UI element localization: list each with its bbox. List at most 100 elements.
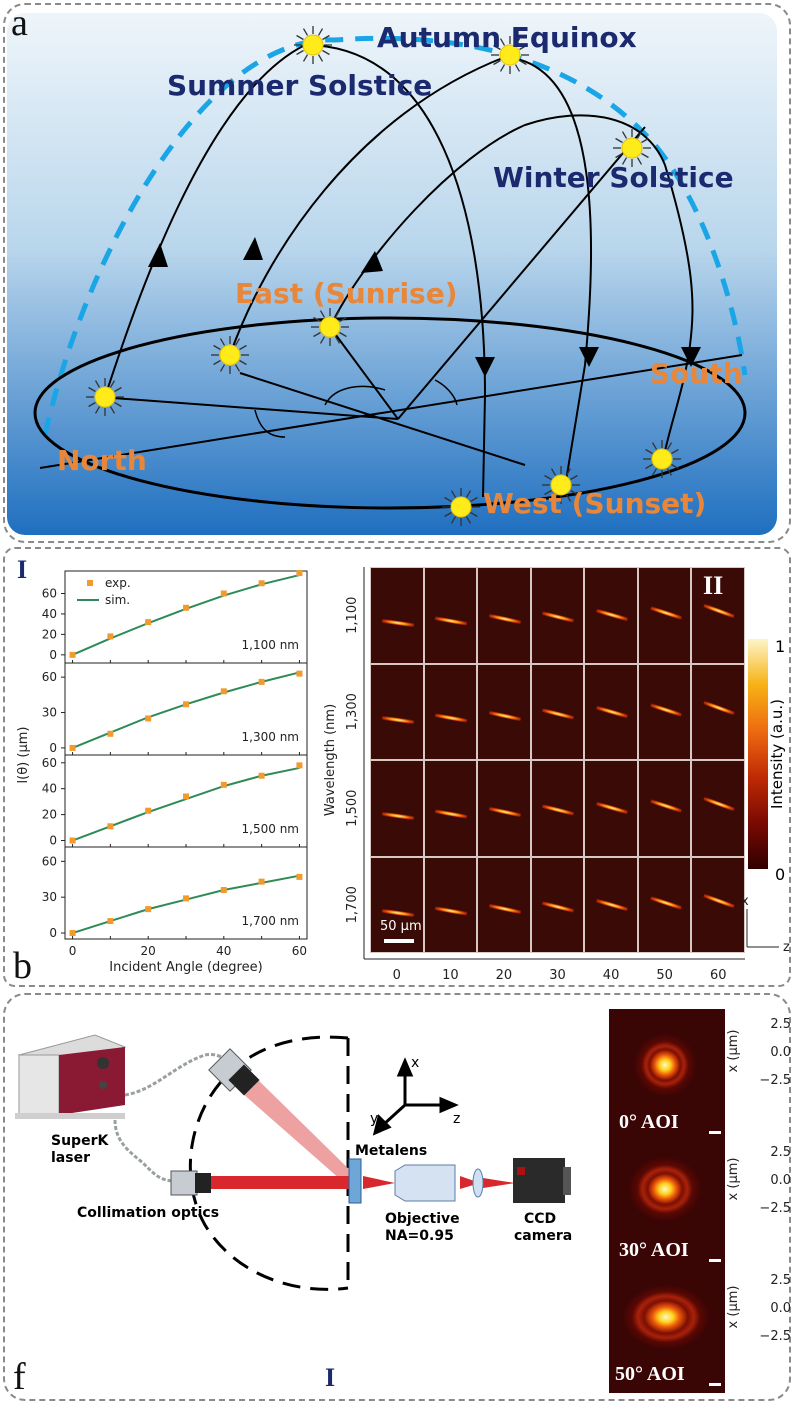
scale-bar-0 bbox=[709, 1131, 721, 1134]
exp-data-point bbox=[145, 807, 152, 814]
scale-bar bbox=[384, 939, 414, 943]
superk-label-line2: laser bbox=[51, 1150, 90, 1166]
focal-streak bbox=[596, 705, 629, 718]
spot-y-tick-label: 0.0 bbox=[770, 1173, 791, 1188]
normal-beam bbox=[205, 1176, 350, 1189]
y-axis-label: l(θ) (μm) bbox=[16, 727, 31, 784]
y-tick-label: 0 bbox=[49, 926, 57, 940]
focal-streak bbox=[703, 603, 735, 619]
sun-icon bbox=[294, 26, 332, 64]
label-north: North bbox=[57, 444, 147, 477]
sun-icon bbox=[86, 378, 124, 416]
focal-streak bbox=[381, 908, 414, 917]
panel-f-part-i: I bbox=[325, 1363, 336, 1392]
intensity-cell bbox=[637, 567, 692, 664]
intensity-cell bbox=[530, 856, 585, 953]
focal-streak bbox=[435, 712, 468, 723]
axis-y-label: y bbox=[370, 1111, 378, 1127]
sun-icon bbox=[542, 466, 580, 504]
focal-streak bbox=[596, 801, 629, 815]
focal-spot-label-50: 50° AOI bbox=[615, 1363, 685, 1385]
ccd-label-line2: camera bbox=[514, 1228, 572, 1244]
spot-y-tick-label: −2.5 bbox=[759, 1329, 791, 1344]
superk-label-line1: SuperK bbox=[51, 1133, 109, 1149]
focal-streak bbox=[596, 898, 629, 911]
superk-laser-icon bbox=[15, 1034, 127, 1119]
spot-y-tick-label: 0.0 bbox=[770, 1301, 791, 1316]
relay-lens-icon bbox=[472, 1168, 484, 1198]
spot-y-axis-label: x (μm) bbox=[726, 1158, 741, 1201]
ccd-camera-icon bbox=[513, 1158, 571, 1203]
intensity-cell bbox=[370, 856, 424, 953]
coordinate-axes bbox=[372, 1057, 459, 1136]
spot-y-axis-label: x (μm) bbox=[726, 1286, 741, 1329]
intensity-cell bbox=[530, 567, 585, 664]
intensity-cell bbox=[691, 760, 745, 857]
heatmap-y-label: Wavelength (nm) bbox=[323, 704, 338, 816]
spot-y-tick-label: 0.0 bbox=[770, 1045, 791, 1060]
spot-y-tick-label: 2.5 bbox=[770, 1017, 791, 1032]
intensity-cell bbox=[530, 663, 585, 760]
exp-data-point bbox=[183, 604, 189, 611]
heatmap-col-label: 0 bbox=[393, 968, 401, 983]
exp-data-point bbox=[258, 678, 265, 685]
focal-streak bbox=[703, 796, 735, 812]
path-arrowheads bbox=[148, 237, 701, 377]
y-tick-label: 20 bbox=[42, 627, 57, 641]
x-tick-label: 20 bbox=[141, 944, 156, 958]
exp-data-point bbox=[296, 873, 303, 880]
focal-streak bbox=[596, 608, 629, 622]
collimation-label: Collimation optics bbox=[77, 1205, 219, 1221]
label-west-sunset: West (Sunset) bbox=[483, 487, 706, 520]
y-tick-label: 60 bbox=[42, 670, 57, 684]
focal-streak bbox=[435, 905, 468, 916]
wavelength-label: 1,100 nm bbox=[242, 638, 299, 652]
sun-icon bbox=[211, 336, 249, 374]
focal-spot-label-0: 0° AOI bbox=[619, 1111, 679, 1133]
y-tick-label: 40 bbox=[42, 607, 57, 621]
y-tick-label: 0 bbox=[49, 834, 57, 848]
focal-streak bbox=[649, 606, 682, 620]
legend-sim-label: sim. bbox=[105, 593, 130, 607]
heatmap-col-label: 40 bbox=[603, 968, 620, 983]
panel-b-letter: b bbox=[13, 945, 32, 987]
intensity-map-grid: 50 μm bbox=[370, 567, 745, 953]
intensity-cell bbox=[584, 567, 638, 664]
y-tick-label: 30 bbox=[42, 890, 57, 904]
x-tick-label: 0 bbox=[69, 944, 77, 958]
x-axis-label: Incident Angle (degree) bbox=[109, 960, 262, 975]
focal-streak bbox=[542, 611, 575, 623]
fiber-cable-top bbox=[124, 1053, 229, 1097]
heatmap-row-label: 1,700 bbox=[345, 886, 360, 923]
intensity-cell bbox=[637, 856, 692, 953]
exp-data-point bbox=[183, 895, 189, 902]
heatmap-row-label: 1,300 bbox=[345, 693, 360, 730]
scale-bar-label: 50 μm bbox=[380, 919, 422, 934]
axes-icon-z-label: z bbox=[783, 940, 790, 955]
y-tick-label: 20 bbox=[42, 808, 57, 822]
focal-streak bbox=[488, 903, 522, 914]
angle-arcs bbox=[254, 379, 458, 438]
objective-icon bbox=[394, 1164, 456, 1202]
focal-streak bbox=[381, 618, 414, 628]
objective-label-line2: NA=0.95 bbox=[385, 1228, 454, 1244]
spot-y-tick-label: −2.5 bbox=[759, 1201, 791, 1216]
spot-y-tick-label: 2.5 bbox=[770, 1273, 791, 1288]
focal-streak bbox=[488, 806, 522, 818]
spot-y-tick-label: −2.5 bbox=[759, 1073, 791, 1088]
sun-icon bbox=[643, 440, 681, 478]
colorbar-max: 1 bbox=[775, 637, 786, 656]
axis-x-label: x bbox=[411, 1055, 419, 1071]
y-tick-label: 0 bbox=[49, 741, 57, 755]
angled-beam bbox=[233, 1073, 355, 1187]
x-tick-label: 40 bbox=[216, 944, 231, 958]
exp-data-point bbox=[183, 793, 189, 800]
intensity-cell bbox=[423, 663, 478, 760]
focal-streak bbox=[488, 613, 522, 625]
subplot-frame bbox=[64, 570, 308, 664]
heatmap-col-label: 30 bbox=[549, 968, 566, 983]
sun-icon bbox=[442, 488, 480, 526]
wavelength-label: 1,500 nm bbox=[242, 822, 299, 836]
y-tick-label: 60 bbox=[42, 756, 57, 770]
focal-streak bbox=[542, 707, 575, 720]
